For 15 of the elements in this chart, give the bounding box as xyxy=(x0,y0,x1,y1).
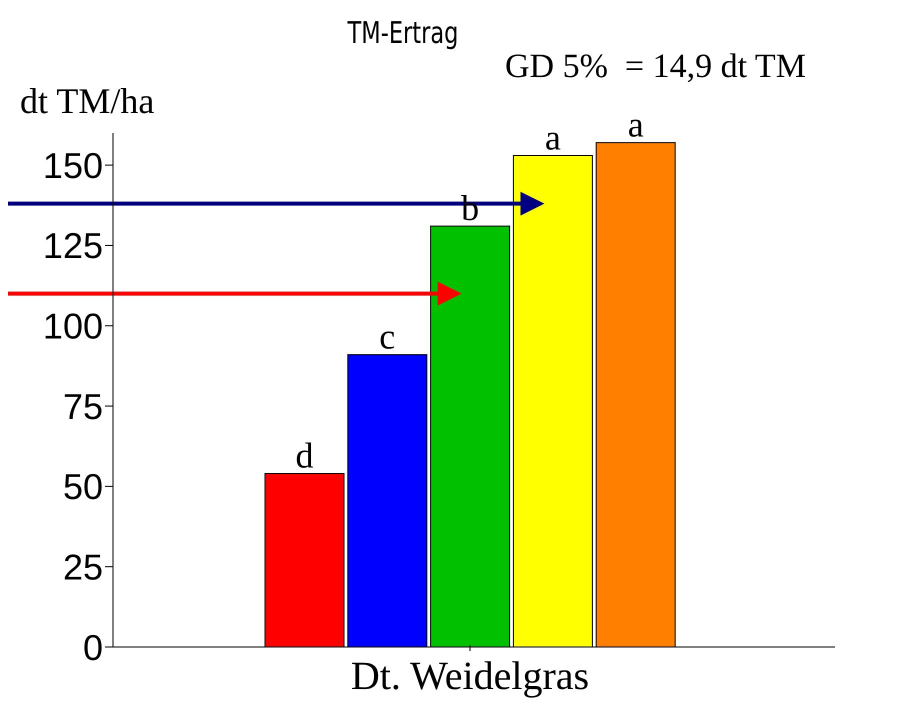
text: GD 5% = 14,9 dt TM xyxy=(505,48,806,86)
y-tick-label: 0 xyxy=(82,626,103,668)
data-label: d xyxy=(296,436,314,476)
chart-title: TM-Ertrag xyxy=(346,16,460,51)
y-tick-label: 150 xyxy=(42,144,103,186)
y-tick-label: 25 xyxy=(62,546,103,588)
y-tick-label: 100 xyxy=(42,306,103,347)
y-tick-label: 50 xyxy=(62,466,103,508)
y-tick-label: 75 xyxy=(62,386,103,427)
x-tick-label: Dt. Weidelgras xyxy=(350,653,590,698)
data-label: c xyxy=(379,316,396,357)
data-label: a xyxy=(628,104,644,145)
data-label: a xyxy=(544,117,561,158)
y-tick-label: 125 xyxy=(42,225,103,266)
y-axis-title: dt TM/ha xyxy=(20,80,154,122)
